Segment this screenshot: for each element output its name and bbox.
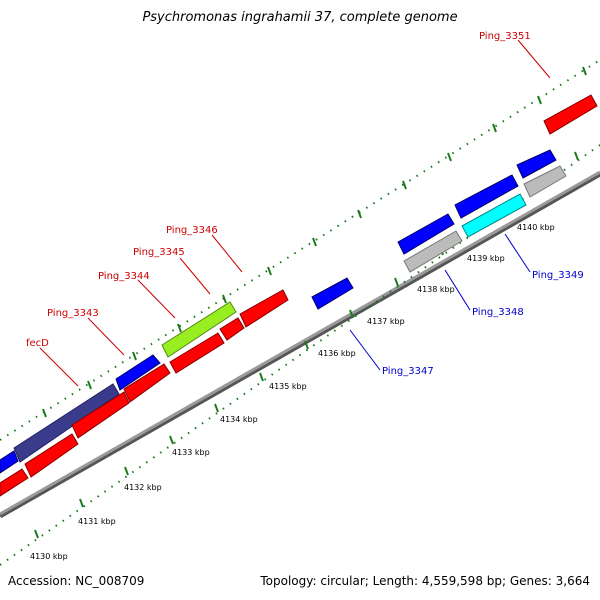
label-ping-3343: Ping_3343	[47, 308, 99, 319]
gene-fecD[interactable]	[13, 383, 120, 463]
label-ping-3344: Ping_3344	[98, 271, 150, 282]
tick-label-4136: 4136 kbp	[318, 349, 356, 358]
label-ping-3345: Ping_3345	[133, 247, 185, 258]
outer-major-ticks	[42, 66, 587, 418]
inner-lane-genes	[311, 149, 567, 310]
gene-ping-3351[interactable]	[543, 94, 598, 135]
label-ping-3351: Ping_3351	[479, 31, 531, 42]
accession-text: Accession: NC_008709	[8, 574, 145, 588]
outer-lane-genes	[0, 301, 237, 474]
inner-ruler	[0, 144, 600, 566]
label-ping-3346: Ping_3346	[166, 225, 218, 236]
gene-other-c[interactable]	[523, 165, 567, 198]
genome-stats: Topology: circular; Length: 4,559,598 bp…	[260, 574, 590, 588]
gene-red-1[interactable]	[0, 468, 29, 497]
label-ping-3349: Ping_3349	[532, 270, 584, 281]
tick-label-4140: 4140 kbp	[517, 223, 555, 232]
gene-forward-b[interactable]	[454, 174, 519, 219]
tick-label-4137: 4137 kbp	[367, 317, 405, 326]
middle-lane-genes	[0, 94, 598, 497]
gene-red-4[interactable]	[123, 363, 171, 403]
label-ping-3347: Ping_3347	[382, 366, 434, 377]
gene-ping-3343[interactable]	[115, 354, 161, 391]
tick-label-4132: 4132 kbp	[124, 483, 162, 492]
gene-ping-3348[interactable]	[403, 230, 463, 273]
backbone-shadow	[0, 171, 600, 519]
tick-label-4138: 4138 kbp	[417, 285, 455, 294]
tick-label-4139: 4139 kbp	[467, 254, 505, 263]
tick-label-4135: 4135 kbp	[269, 382, 307, 391]
leader-lines	[39, 39, 551, 387]
gene-forward-edge[interactable]	[0, 450, 19, 474]
map-title: Psychromonas ingrahamii 37, complete gen…	[142, 10, 458, 25]
label-ping-3348: Ping_3348	[472, 307, 524, 318]
tick-labels: 4130 kbp 4131 kbp 4132 kbp 4133 kbp 4134…	[30, 223, 555, 561]
tick-label-4134: 4134 kbp	[220, 415, 258, 424]
gene-red-5[interactable]	[169, 332, 225, 374]
tick-label-4133: 4133 kbp	[172, 448, 210, 457]
tick-label-4130: 4130 kbp	[30, 552, 68, 561]
label-fecd: fecD	[26, 338, 49, 349]
gene-red-3[interactable]	[71, 391, 130, 439]
gene-ping-3344[interactable]	[161, 301, 237, 358]
gene-red-2[interactable]	[24, 433, 79, 478]
gene-red-6[interactable]	[219, 317, 245, 341]
backbone	[0, 170, 600, 516]
gene-labels: fecD Ping_3343 Ping_3344 Ping_3345 Ping_…	[26, 31, 584, 377]
gene-ping-3346[interactable]	[239, 289, 289, 328]
gene-forward-a[interactable]	[397, 213, 455, 255]
tick-label-4131: 4131 kbp	[78, 517, 116, 526]
gene-ping-3347[interactable]	[311, 277, 354, 310]
gene-forward-c[interactable]	[516, 149, 557, 179]
gene-ping-3349[interactable]	[461, 193, 527, 238]
